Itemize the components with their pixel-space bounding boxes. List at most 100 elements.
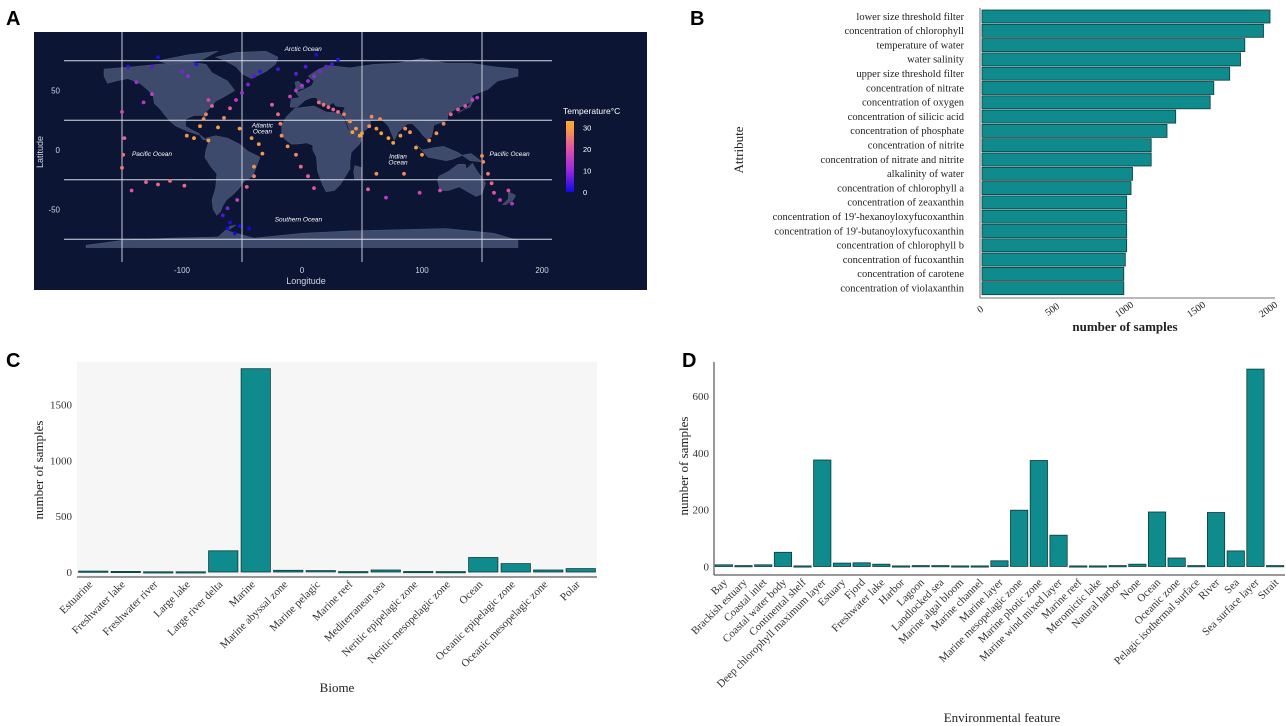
environmental-feature-bar <box>892 565 911 568</box>
biome-bars <box>78 368 596 574</box>
legend-tick-label: 20 <box>583 145 591 154</box>
environmental-feature-bar <box>1088 565 1108 568</box>
temperature-point <box>342 112 346 117</box>
environmental-feature-bar <box>1148 511 1167 567</box>
temperature-point <box>326 105 331 110</box>
temperature-point <box>249 136 254 141</box>
map-x-tick-label: -100 <box>174 266 191 275</box>
ocean-label: Indian <box>389 153 407 160</box>
temperature-point <box>314 52 319 57</box>
temperature-point <box>374 171 379 176</box>
attribute-bar <box>981 152 1152 167</box>
biome-bar <box>338 571 369 574</box>
temperature-point <box>234 98 238 102</box>
biome-bar <box>273 569 304 573</box>
temperature-point <box>256 142 261 147</box>
temperature-point <box>492 190 496 195</box>
temperature-point <box>225 206 230 211</box>
attribute-tick-label: concentration of carotene <box>857 269 964 280</box>
ocean-label: Southern Ocean <box>275 216 323 223</box>
environmental-feature-bar <box>990 560 1009 567</box>
biome-bar <box>500 563 531 573</box>
attribute-tick-label: concentration of chlorophyll b <box>837 241 964 252</box>
temperature-point <box>384 195 388 200</box>
temperature-point <box>489 181 494 186</box>
attribute-tick-label: concentration of oxygen <box>862 98 965 109</box>
attribute-tick-label: concentration of silicic acid <box>848 112 965 123</box>
biome-bar <box>305 570 336 573</box>
temperature-point <box>470 98 475 102</box>
environmental-feature-bar <box>773 551 792 567</box>
temperature-point <box>312 74 316 79</box>
temperature-point <box>367 124 372 129</box>
attribute-bar <box>981 81 1215 95</box>
environmental-feature-bar <box>931 565 950 568</box>
temperature-point <box>348 119 352 124</box>
temperature-point <box>486 171 490 176</box>
environmental-feature-y-tick-label: 400 <box>693 448 710 460</box>
attribute-bar <box>981 209 1128 224</box>
temperature-point <box>180 69 184 74</box>
map-y-tick-label: -50 <box>48 206 60 215</box>
temperature-point <box>480 154 484 158</box>
environmental-feature-y-tick-label: 0 <box>704 561 710 573</box>
temperature-point <box>276 67 280 71</box>
temperature-point <box>247 226 252 231</box>
biome-y-tick-label: 0 <box>67 567 73 579</box>
attribute-tick-label: concentration of nitrate and nitrite <box>821 155 965 166</box>
temperature-point <box>252 164 256 169</box>
panel-letter-a: A <box>6 8 21 30</box>
land-antarctica <box>85 224 519 248</box>
biome-bar <box>175 571 206 574</box>
temperature-point <box>506 188 511 193</box>
attribute-tick-label: concentration of violaxanthin <box>840 283 964 294</box>
temperature-point <box>278 121 283 126</box>
temperature-point <box>316 100 321 105</box>
environmental-feature-bar <box>1266 565 1285 568</box>
attribute-tick-label: concentration of zeaxanthin <box>847 198 964 209</box>
attribute-bar <box>981 95 1211 110</box>
temperature-point <box>129 188 134 193</box>
temperature-point <box>288 94 292 99</box>
temperature-point <box>206 98 211 102</box>
temperature-point <box>184 133 189 138</box>
attribute-y-axis-title: Attribute <box>731 126 746 173</box>
biome-y-tick-label: 1500 <box>50 399 73 411</box>
temperature-point <box>306 79 310 83</box>
environmental-feature-x-axis-title: Environmental feature <box>944 710 1061 725</box>
temperature-point <box>456 107 460 112</box>
temperature-point <box>210 104 214 108</box>
attribute-bar <box>981 181 1132 196</box>
environmental-feature-bar <box>1226 550 1245 567</box>
map-y-tick-label: 50 <box>51 87 60 96</box>
temperature-point <box>182 183 187 188</box>
attribute-x-tick-label: 0 <box>975 304 985 316</box>
temperature-point <box>120 110 124 114</box>
attribute-bar <box>981 195 1128 210</box>
temperature-point <box>120 165 124 170</box>
environmental-feature-bar <box>1207 512 1226 567</box>
temperature-point <box>258 69 262 74</box>
temperature-point <box>481 160 486 164</box>
map-axes: -100 0 100 200 -50 0 50 Longitude Latitude <box>35 87 549 287</box>
biome-plot-background <box>77 362 597 577</box>
temperature-point <box>378 117 382 121</box>
attribute-bar <box>981 66 1231 81</box>
temperature-point <box>398 133 403 138</box>
environmental-feature-bar <box>1010 509 1029 567</box>
environmental-feature-bar <box>872 563 891 567</box>
temperature-point <box>201 117 206 121</box>
biome-bar <box>208 550 239 573</box>
temperature-point <box>463 104 468 108</box>
temperature-point <box>285 144 290 149</box>
attribute-bar <box>981 266 1125 281</box>
ocean-label: Ocean <box>388 159 408 166</box>
temperature-point <box>294 152 298 157</box>
temperature-point <box>144 180 148 185</box>
map-x-axis-title: Longitude <box>286 276 326 286</box>
temperature-point <box>402 171 406 176</box>
